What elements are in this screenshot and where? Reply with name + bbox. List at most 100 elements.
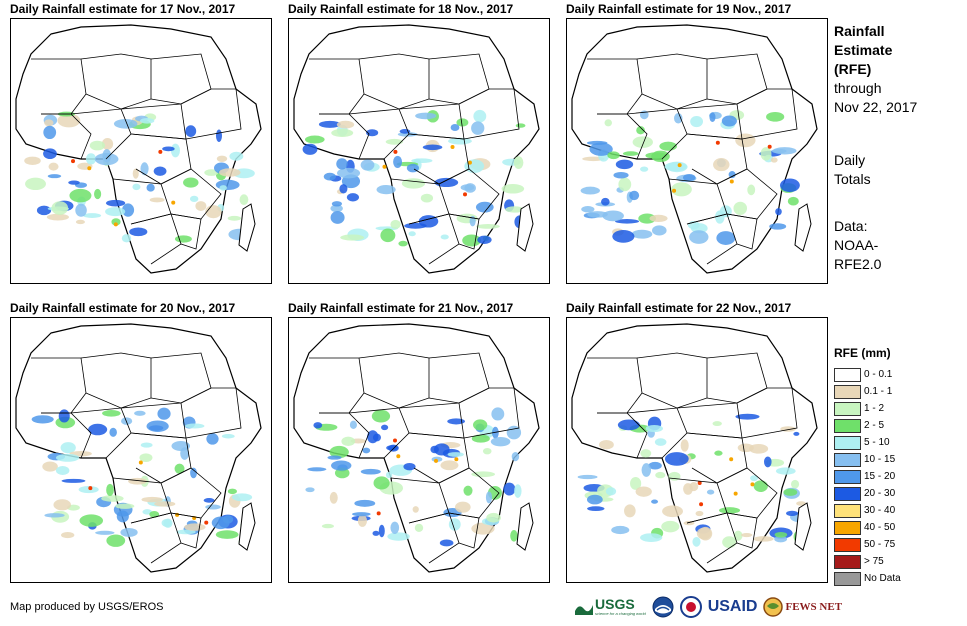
rainfall-patch <box>401 178 426 189</box>
rainfall-patch <box>367 430 379 444</box>
rainfall-patch <box>47 174 62 179</box>
rainfall-patch <box>430 445 439 454</box>
rainfall-patch <box>714 450 723 456</box>
rainfall-patch <box>89 140 106 151</box>
rainfall-patch <box>674 113 683 124</box>
rainfall-patch <box>733 201 748 215</box>
rainfall-patch <box>668 471 681 481</box>
rainfall-patch <box>728 171 736 179</box>
rainfall-map <box>10 317 272 583</box>
rainfall-patch <box>607 151 620 160</box>
rainfall-patch <box>753 536 774 542</box>
rainfall-patch <box>587 211 608 218</box>
rainfall-patch <box>766 112 785 122</box>
legend-swatch <box>834 571 861 586</box>
rainfall-patch <box>25 177 46 191</box>
country-border <box>348 108 410 160</box>
legend-label: 40 - 50 <box>864 522 896 533</box>
rainfall-patch <box>61 478 86 483</box>
rainfall-patch <box>404 222 427 229</box>
description-totals-line1: Daily <box>834 152 866 168</box>
madagascar <box>794 203 812 252</box>
rainfall-patch <box>102 409 121 417</box>
noaa-logo <box>652 596 674 618</box>
rainfall-patch <box>712 421 722 427</box>
rainfall-patch <box>793 431 800 436</box>
rainfall-patch <box>371 409 391 423</box>
description-heading-line2: Estimate <box>834 42 893 58</box>
fews-globe-icon <box>763 597 784 617</box>
rainfall-patch <box>372 530 380 536</box>
madagascar <box>238 502 256 551</box>
rainfall-patch <box>709 112 716 122</box>
rainfall-patch <box>748 444 769 454</box>
fews-net-logo: FEWS NET <box>763 597 842 617</box>
rainfall-patch <box>750 475 759 482</box>
panel-title: Daily Rainfall estimate for 18 Nov., 201… <box>288 2 514 16</box>
rainfall-patch <box>75 219 85 225</box>
rainfall-patch <box>88 423 108 436</box>
map-description: Rainfall Estimate (RFE) through Nov 22, … <box>834 22 964 274</box>
rainfall-patch <box>587 506 605 512</box>
rainfall-patch <box>503 482 516 496</box>
heavy-rain-spot <box>434 458 439 463</box>
rainfall-patch <box>139 453 153 463</box>
rainfall-patch <box>140 118 155 124</box>
rainfall-patch <box>638 213 656 224</box>
heavy-rain-spot <box>376 511 381 516</box>
legend-label: 30 - 40 <box>864 505 896 516</box>
rainfall-patch <box>354 499 376 507</box>
rainfall-patch <box>154 501 176 507</box>
heavy-rain-spot <box>767 144 772 149</box>
rainfall-patch <box>631 229 653 239</box>
rainfall-patch <box>511 451 520 462</box>
rainfall-patch <box>690 115 704 128</box>
rainfall-patch <box>340 234 365 241</box>
rainfall-patch <box>629 190 640 201</box>
rainfall-patch <box>122 203 135 217</box>
rainfall-patch <box>735 133 756 148</box>
rainfall-patch <box>747 184 756 196</box>
legend-swatch <box>834 554 861 569</box>
rainfall-patch <box>491 407 505 421</box>
rainfall-patch <box>162 146 175 152</box>
rainfall-patch <box>170 143 180 158</box>
rainfall-patch <box>385 138 404 145</box>
country-border <box>726 213 758 250</box>
usaid-seal-icon <box>679 596 702 618</box>
rainfall-patch <box>109 427 117 437</box>
rainfall-patch <box>94 188 102 200</box>
africa-map-svg <box>293 24 540 274</box>
rainfall-patch <box>662 505 683 518</box>
rainfall-patch <box>471 471 495 478</box>
rainfall-patch <box>786 510 799 517</box>
rainfall-patch <box>640 166 649 172</box>
country-border <box>70 108 132 160</box>
africa-coastline <box>293 24 540 274</box>
rfe-legend: RFE (mm) 0 - 0.1 0.1 - 1 1 - 2 2 - 5 5 - 10 1… <box>834 346 962 587</box>
rainfall-patch <box>229 151 244 161</box>
rainfall-patch <box>769 223 787 230</box>
rainfall-patch <box>645 424 664 433</box>
rainfall-panel-6: Daily Rainfall estimate for 22 Nov., 201… <box>566 301 828 583</box>
rainfall-patch <box>211 516 230 530</box>
rainfall-patch <box>640 533 663 543</box>
rainfall-patch <box>184 423 205 429</box>
heavy-rain-spot <box>463 192 468 197</box>
usgs-logo-text: USGS <box>595 596 635 612</box>
rainfall-patch <box>463 485 473 496</box>
rainfall-patch <box>447 452 464 457</box>
rainfall-patch <box>55 453 80 462</box>
rainfall-patch <box>48 162 59 171</box>
rainfall-patch <box>128 477 147 485</box>
heavy-rain-spot <box>750 482 755 487</box>
description-data-line1: Data: <box>834 218 868 234</box>
country-border <box>358 352 430 409</box>
rainfall-patch <box>414 523 424 532</box>
heavy-rain-spot <box>677 163 682 168</box>
description-date: Nov 22, 2017 <box>834 99 918 115</box>
rainfall-patch <box>153 166 167 176</box>
rainfall-patch <box>132 168 139 179</box>
heavy-rain-spot <box>733 491 738 496</box>
rainfall-patch <box>111 218 121 226</box>
